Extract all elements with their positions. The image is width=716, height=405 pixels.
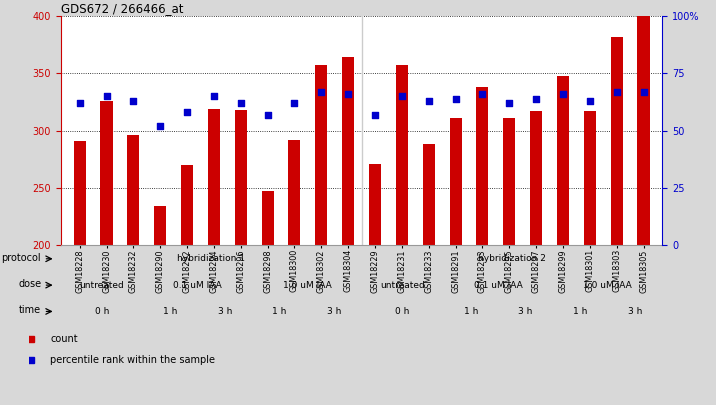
Text: 1 h: 1 h xyxy=(464,307,478,316)
Bar xyxy=(530,111,542,245)
Bar xyxy=(315,65,327,245)
Text: GDS672 / 266466_at: GDS672 / 266466_at xyxy=(61,2,183,15)
Point xyxy=(316,88,327,95)
Bar xyxy=(450,118,462,245)
Bar xyxy=(289,140,301,245)
Bar xyxy=(611,37,623,245)
Bar xyxy=(127,135,140,245)
Bar xyxy=(422,144,435,245)
Point xyxy=(208,93,220,100)
Text: 1 h: 1 h xyxy=(272,307,286,316)
Text: 3 h: 3 h xyxy=(327,307,342,316)
Point xyxy=(611,88,622,95)
Text: 1 h: 1 h xyxy=(573,307,587,316)
Bar xyxy=(476,87,488,245)
Bar xyxy=(342,58,354,245)
Point xyxy=(503,100,515,107)
Bar xyxy=(181,165,193,245)
Point xyxy=(450,95,461,102)
Point xyxy=(396,93,407,100)
Bar xyxy=(154,206,166,245)
Text: 1.0 uM IAA: 1.0 uM IAA xyxy=(283,281,332,290)
Text: 1 h: 1 h xyxy=(163,307,178,316)
Text: 1.0 uM IAA: 1.0 uM IAA xyxy=(584,281,632,290)
Point xyxy=(74,100,85,107)
Bar xyxy=(637,16,649,245)
Text: dose: dose xyxy=(18,279,42,289)
Bar xyxy=(100,101,112,245)
Bar xyxy=(74,141,86,245)
Point xyxy=(262,111,274,118)
Point xyxy=(289,100,300,107)
Text: time: time xyxy=(19,305,42,315)
Point xyxy=(638,88,649,95)
Point xyxy=(101,93,112,100)
Text: 3 h: 3 h xyxy=(628,307,642,316)
Point xyxy=(477,91,488,97)
Text: 3 h: 3 h xyxy=(518,307,533,316)
Bar xyxy=(396,65,408,245)
Point xyxy=(235,100,246,107)
Text: 0.1 uM IAA: 0.1 uM IAA xyxy=(173,281,222,290)
Text: 0.1 uM IAA: 0.1 uM IAA xyxy=(474,281,523,290)
Point xyxy=(181,109,193,115)
Text: untreated: untreated xyxy=(79,281,125,290)
Bar xyxy=(261,191,274,245)
Text: untreated: untreated xyxy=(380,281,425,290)
Bar xyxy=(503,118,516,245)
Bar xyxy=(369,164,381,245)
Bar xyxy=(235,110,247,245)
Text: hybridization 2: hybridization 2 xyxy=(478,254,546,263)
Point xyxy=(342,91,354,97)
Text: 0 h: 0 h xyxy=(395,307,410,316)
Text: 0 h: 0 h xyxy=(95,307,109,316)
Point xyxy=(127,98,139,104)
Text: count: count xyxy=(50,334,78,344)
Text: protocol: protocol xyxy=(1,253,42,262)
Point xyxy=(369,111,381,118)
Point xyxy=(531,95,542,102)
Text: 3 h: 3 h xyxy=(218,307,232,316)
Point xyxy=(584,98,596,104)
Text: percentile rank within the sample: percentile rank within the sample xyxy=(50,355,216,365)
Point xyxy=(557,91,569,97)
Bar xyxy=(584,111,596,245)
Point xyxy=(423,98,435,104)
Text: hybridization 1: hybridization 1 xyxy=(178,254,245,263)
Point xyxy=(155,123,166,129)
Bar xyxy=(557,76,569,245)
Bar xyxy=(208,109,220,245)
